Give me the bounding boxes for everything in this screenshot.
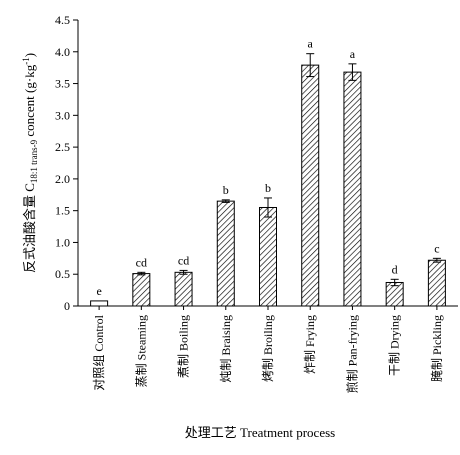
x-tick-label: 腌制 Pickling	[430, 315, 444, 382]
significance-letter: cd	[136, 255, 147, 269]
significance-letter: cd	[178, 253, 189, 267]
significance-letter: c	[434, 241, 439, 255]
y-tick-label: 0.5	[55, 267, 70, 281]
x-tick-label: 对照组 Control	[92, 314, 106, 390]
bar	[259, 206, 277, 307]
x-tick-label: 蒸制 Steaming	[134, 315, 148, 387]
bar	[301, 64, 320, 307]
x-axis-ticks: 对照组 Control 蒸制 Steaming 煮制 Boiling 炖制 Brais…	[92, 306, 444, 393]
significance-letter: b	[223, 183, 229, 197]
y-tick-label: 2.0	[55, 172, 70, 186]
bar	[427, 259, 446, 307]
significance-letter: a	[308, 37, 314, 51]
y-axis-label-mid: concent (g·kg	[22, 64, 37, 140]
x-tick-label: 煮制 Boiling	[177, 315, 191, 378]
x-axis-label: 处理工艺 Treatment process	[185, 425, 335, 440]
bar	[174, 271, 193, 307]
bars: e cd cd b b a a d c	[90, 37, 446, 307]
x-tick-label: 烤制 Broiling	[260, 315, 275, 382]
y-tick-label: 3.0	[55, 108, 70, 122]
y-tick-label: 0	[64, 299, 70, 313]
x-tick-label: 炖制 Braising	[219, 315, 233, 383]
y-tick-label: 1.0	[55, 235, 70, 249]
bar	[216, 200, 235, 307]
y-tick-label: 1.5	[55, 204, 70, 218]
y-axis-label-sup: -1	[21, 57, 31, 65]
y-tick-label: 4.5	[55, 13, 70, 27]
bar	[132, 273, 151, 307]
y-axis-label-main: 反式油酸含量 C	[22, 183, 37, 273]
bar	[90, 300, 109, 307]
x-tick-label: 炸制 Frying	[303, 315, 317, 374]
bar	[343, 71, 362, 307]
y-axis-label: 反式油酸含量 C18:1 trans-9 concent (g·kg-1)	[21, 53, 39, 273]
y-axis-label-close: )	[22, 53, 37, 57]
x-tick-label: 干制 Drying	[388, 315, 402, 376]
x-tick-label: 煎制 Pan-frying	[344, 315, 359, 393]
significance-letter: b	[265, 181, 271, 195]
y-axis-ticks: 0 0.5 1.0 1.5 2.0 2.5 3.0 3.5 4.0 4.5	[55, 13, 78, 313]
y-tick-label: 4.0	[55, 45, 70, 59]
significance-letter: a	[350, 47, 356, 61]
significance-letter: e	[96, 284, 101, 298]
y-tick-label: 3.5	[55, 77, 70, 91]
y-axis-label-sub: 18:1 trans-9	[29, 139, 39, 183]
significance-letter: d	[392, 262, 398, 276]
y-tick-label: 2.5	[55, 140, 70, 154]
